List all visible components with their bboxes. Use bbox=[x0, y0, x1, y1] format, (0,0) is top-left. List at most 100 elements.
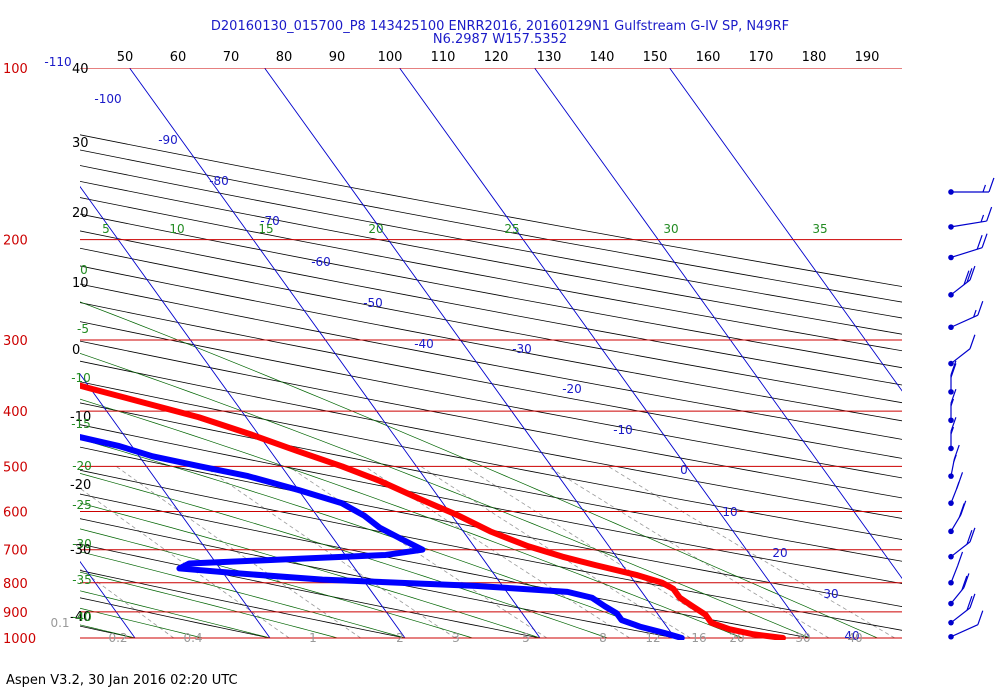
adiabat-label: 5 bbox=[102, 222, 110, 236]
dry-adiabat-line bbox=[80, 340, 902, 499]
wind-barb bbox=[948, 500, 967, 535]
isotherm-label: -70 bbox=[260, 214, 280, 228]
wind-barb bbox=[948, 265, 976, 298]
wind-barb-feather bbox=[955, 481, 960, 490]
dry-adiabat-line bbox=[80, 543, 541, 639]
isotherm-line bbox=[399, 68, 811, 639]
mixing-ratio-label: 1 bbox=[309, 631, 317, 645]
wind-barb-staff bbox=[950, 624, 979, 638]
pressure-tick: 500 bbox=[3, 460, 28, 475]
wind-barb-feather bbox=[977, 300, 984, 316]
top-axis-tick: 120 bbox=[484, 50, 509, 65]
wind-barb bbox=[948, 300, 984, 331]
dry-adiabat-line bbox=[80, 302, 902, 459]
moist-adiabat-line bbox=[80, 528, 473, 639]
dry-adiabat-line bbox=[80, 424, 902, 584]
top-axis-tick: 150 bbox=[643, 50, 668, 65]
dry-adiabat-line bbox=[80, 570, 406, 639]
dry-adiabat-line bbox=[80, 381, 902, 540]
wind-barb bbox=[948, 610, 984, 640]
mixing-ratio-label: 2 bbox=[396, 631, 404, 645]
top-axis-tick: 90 bbox=[329, 50, 346, 65]
adiabat-label: 0 bbox=[80, 263, 88, 277]
wind-barb-staff bbox=[950, 247, 983, 259]
isotherm-label: -90 bbox=[158, 133, 178, 147]
top-axis-tick: 160 bbox=[696, 50, 721, 65]
dry-adiabat-line bbox=[80, 321, 902, 479]
isotherm-line bbox=[534, 68, 902, 580]
top-axis-tick: 70 bbox=[223, 50, 240, 65]
mixing-ratio-line bbox=[80, 487, 290, 639]
dry-adiabat-line bbox=[80, 134, 902, 287]
wind-barb-feather bbox=[966, 530, 973, 545]
wind-barb bbox=[948, 444, 960, 479]
dry-adiabat-line bbox=[80, 446, 902, 607]
isotherm-label: -50 bbox=[363, 296, 383, 310]
wind-barb-feather bbox=[963, 573, 970, 588]
isotherm-label: -40 bbox=[414, 337, 434, 351]
footer-text: Aspen V3.2, 30 Jan 2016 02:20 UTC bbox=[6, 673, 238, 688]
wind-barb-feather bbox=[980, 214, 985, 223]
wind-barb bbox=[948, 417, 957, 452]
wind-barb-staff bbox=[950, 565, 959, 583]
mixing-ratio-label: 8 bbox=[599, 631, 607, 645]
mixing-ratio-line bbox=[80, 568, 174, 639]
isotherm-line bbox=[669, 68, 902, 392]
wind-barb-feather bbox=[973, 309, 977, 318]
top-axis-tick: 170 bbox=[749, 50, 774, 65]
adiabat-label: 35 bbox=[812, 222, 827, 236]
wind-barb-staff bbox=[950, 514, 962, 532]
wind-barb-dot bbox=[948, 500, 954, 506]
top-axis-tick: 80 bbox=[276, 50, 293, 65]
top-axis-tick: 140 bbox=[590, 50, 615, 65]
dry-adiabat-line bbox=[80, 165, 902, 319]
adiabat-label: 10 bbox=[169, 222, 184, 236]
wind-barb-feather bbox=[969, 334, 976, 349]
wind-barb-feather bbox=[982, 184, 987, 193]
wind-barb-feather bbox=[976, 235, 983, 250]
wind-barb-feather bbox=[960, 500, 967, 516]
mixing-ratio-line bbox=[203, 466, 456, 639]
adiabat-label: -5 bbox=[77, 322, 89, 336]
dry-adiabat-line bbox=[80, 360, 902, 519]
mixing-ratio-label: 40 bbox=[847, 631, 862, 645]
adiabat-label: -25 bbox=[72, 498, 92, 512]
temperature-tick: -20 bbox=[70, 478, 91, 493]
dry-adiabat-line bbox=[80, 469, 902, 631]
adiabat-label: -30 bbox=[72, 537, 92, 551]
wind-barb bbox=[948, 206, 993, 230]
dry-adiabat-line bbox=[80, 247, 902, 404]
wind-barb-feather bbox=[957, 551, 964, 567]
adiabat-label: -15 bbox=[71, 417, 91, 431]
isotherm-label: 40 bbox=[844, 629, 859, 643]
top-axis-tick: 50 bbox=[117, 50, 134, 65]
wind-barb bbox=[948, 388, 957, 424]
isotherm-line bbox=[129, 68, 541, 639]
isotherm-label: -80 bbox=[209, 174, 229, 188]
dry-adiabat-line bbox=[80, 230, 902, 386]
wind-barb bbox=[948, 233, 988, 261]
wind-barb-dot bbox=[948, 389, 954, 395]
wind-barb-dot bbox=[948, 473, 954, 479]
isotherm-label: -100 bbox=[94, 92, 121, 106]
isotherm-line bbox=[264, 68, 676, 639]
moist-adiabat-line bbox=[80, 551, 406, 639]
wind-barb-staff bbox=[950, 541, 971, 558]
temperature-tick: -40 bbox=[70, 610, 91, 625]
pressure-tick: 900 bbox=[3, 606, 28, 621]
wind-barb-feather bbox=[969, 265, 976, 281]
isotherm-label: 10 bbox=[722, 505, 737, 519]
moist-adiabat-line bbox=[80, 607, 203, 639]
mixing-ratio-line bbox=[608, 466, 895, 639]
pressure-tick: 100 bbox=[3, 62, 28, 77]
temperature-tick: 10 bbox=[72, 276, 89, 291]
wind-barb-feather bbox=[950, 388, 957, 404]
pressure-tick: 700 bbox=[3, 544, 28, 559]
wind-barb-feather bbox=[961, 575, 968, 591]
wind-barb-feather bbox=[958, 503, 965, 518]
wind-barb bbox=[948, 527, 976, 560]
wind-barb bbox=[948, 177, 995, 195]
isotherm-line bbox=[80, 185, 406, 639]
wind-barb-feather bbox=[966, 596, 973, 611]
mixing-ratio-label: 16 bbox=[691, 631, 706, 645]
